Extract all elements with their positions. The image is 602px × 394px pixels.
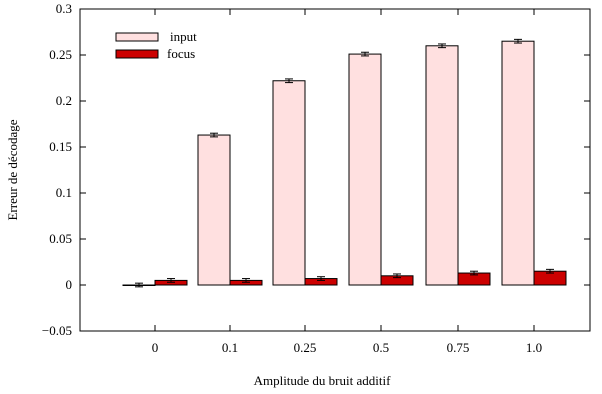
y-tick-label: 0 [66,277,73,292]
bar-input [272,80,306,286]
x-tick-label: 1.0 [526,340,542,355]
y-tick-label: 0.05 [49,231,72,246]
legend-label-input: input [170,29,197,44]
x-tick-label: 0.25 [294,340,317,355]
bar-input [348,53,382,286]
y-tick-label: 0.1 [56,185,72,200]
plot-border [79,8,591,332]
bars [122,38,567,288]
x-axis: 0 0.1 0.25 0.5 0.75 1.0 [152,9,542,355]
x-tick-label: 0.5 [373,340,389,355]
y-tick-label: −0.05 [42,323,72,338]
legend-swatch-focus [115,49,159,59]
x-tick-label: 0.75 [447,340,470,355]
legend: input focus [115,29,197,61]
legend-label-focus: focus [167,46,195,61]
x-axis-label: Amplitude du bruit additif [254,373,392,388]
y-axis-label: Erreur de décodage [5,119,20,220]
legend-swatch-input [115,32,159,42]
x-tick-label: 0.1 [222,340,238,355]
y-tick-label: 0.2 [56,93,72,108]
bar-input [425,45,459,286]
x-tick-label: 0 [152,340,159,355]
bar-input [197,134,231,286]
y-tick-label: 0.3 [56,1,72,16]
y-tick-label: 0.25 [49,47,72,62]
y-axis: −0.05 0 0.05 0.1 0.15 0.2 0.25 0.3 [42,1,590,338]
y-tick-label: 0.15 [49,139,72,154]
plot-frame [79,8,591,332]
bar-input [501,40,535,286]
